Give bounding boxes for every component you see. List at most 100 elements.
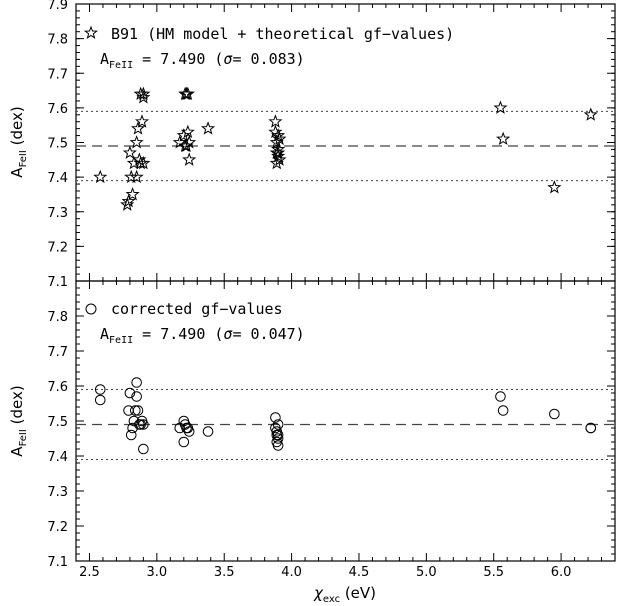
top-y-axis: 7.1 7.2 7.3 7.4 7.5 7.6 7.7 7.8 7.9	[47, 0, 615, 290]
x-tick-label: 5.0	[416, 565, 437, 580]
y-tick-label: 7.4	[47, 450, 68, 465]
star-point	[182, 152, 197, 166]
bottom-y-label-main: A	[8, 446, 26, 457]
top-stats-value: = 0.083)	[232, 50, 304, 68]
y-tick-label: 7.6	[47, 102, 68, 117]
bottom-legend: corrected gf−values	[85, 300, 283, 318]
y-tick-label: 7.2	[47, 240, 68, 255]
top-stats-sub: FeII	[109, 60, 133, 71]
circle-point	[129, 405, 141, 416]
bottom-y-label-sub: FeII	[18, 429, 29, 446]
star-point	[496, 131, 511, 146]
y-tick-label: 7.1	[47, 555, 68, 570]
star-point	[130, 121, 146, 135]
star-point	[136, 155, 151, 170]
circle-point	[270, 412, 281, 423]
x-label-sub: exc	[323, 594, 340, 605]
circle-point	[138, 443, 149, 455]
legend-star	[83, 25, 99, 40]
top-y-label-main: A	[8, 167, 26, 178]
y-tick-label: 7.9	[47, 0, 68, 13]
circle-point	[128, 415, 140, 427]
bottom-stats-label: AFeII = 7.490 (σ= 0.047)	[100, 325, 305, 346]
x-tick-label: 2.5	[79, 565, 100, 580]
bottom-y-axis-label: AFeII (dex)	[8, 385, 29, 456]
star-point	[125, 187, 140, 201]
circle-point	[272, 429, 284, 441]
circle-point	[272, 433, 284, 444]
star-point	[180, 124, 195, 139]
star-point	[272, 131, 287, 146]
x-tick-label: 3.5	[214, 565, 235, 580]
top-panel-frame	[75, 3, 616, 282]
star-point	[583, 107, 598, 121]
x-axis: 2.5 3.0 3.5 4.0 4.5 5.0 5.5 6.0	[79, 281, 603, 580]
circle-point	[138, 419, 149, 430]
bottom-y-axis: 7.1 7.2 7.3 7.4 7.5 7.6 7.7 7.8	[47, 287, 615, 570]
star-point	[271, 148, 286, 163]
x-label-unit: (eV)	[340, 584, 376, 602]
y-tick-label: 7.4	[47, 171, 68, 186]
bottom-panel: 7.1 7.2 7.3 7.4 7.5 7.6 7.7 7.8 2.5 3.0 3.5 4.0 4.5…	[8, 280, 616, 605]
star-point	[268, 114, 283, 128]
y-tick-label: 7.3	[47, 485, 68, 500]
top-reference-lines	[76, 110, 615, 182]
star-point	[93, 169, 108, 184]
circle-point	[183, 426, 195, 437]
top-panel: 7.1 7.2 7.3 7.4 7.5 7.6 7.7 7.8 7.9 B91 (HM mode…	[8, 0, 616, 290]
top-stats-label: AFeII = 7.490 (σ= 0.083)	[100, 50, 305, 71]
bottom-stats-sigma: σ	[223, 325, 232, 343]
circle-point	[549, 408, 560, 420]
star-point	[182, 135, 197, 149]
bottom-series	[94, 377, 597, 455]
y-tick-label: 7.7	[47, 345, 68, 360]
star-point	[121, 193, 136, 208]
top-legend: B91 (HM model + theoretical gf−values)	[83, 25, 454, 43]
circle-point	[497, 405, 509, 416]
bottom-panel-frame	[75, 280, 616, 562]
bottom-stats-value: = 0.047)	[232, 325, 304, 343]
y-tick-label: 7.8	[47, 33, 68, 48]
bottom-legend-label: corrected gf−values	[111, 300, 283, 318]
bottom-stats-sub: FeII	[109, 335, 133, 346]
circle-point	[94, 394, 106, 406]
star-point	[271, 128, 286, 142]
bottom-legend-circle-marker	[85, 303, 97, 315]
bottom-reference-lines	[76, 389, 615, 460]
top-stats-rest: = 7.490 (	[133, 50, 223, 68]
circle-point	[272, 419, 284, 430]
star-point	[129, 169, 144, 184]
star-point	[129, 135, 144, 149]
y-tick-label: 7.6	[47, 380, 68, 395]
y-tick-label: 7.3	[47, 206, 68, 221]
x-tick-label: 4.5	[349, 565, 370, 580]
y-tick-label: 7.1	[47, 275, 68, 290]
circle-point	[124, 387, 136, 399]
y-tick-label: 7.8	[47, 310, 68, 325]
bottom-stats-rest: = 7.490 (	[133, 325, 223, 343]
bottom-stats-prefix: A	[100, 325, 109, 343]
y-tick-label: 7.7	[47, 67, 68, 82]
star-point	[272, 152, 287, 166]
bottom-y-label-unit: (dex)	[8, 385, 26, 429]
circle-point	[132, 405, 144, 416]
top-y-axis-label: AFeII (dex)	[8, 106, 29, 177]
star-point	[180, 86, 195, 101]
circle-point	[131, 377, 142, 388]
y-tick-label: 7.5	[47, 137, 68, 152]
x-tick-label: 4.0	[281, 565, 302, 580]
star-point	[122, 145, 137, 159]
star-point	[136, 86, 151, 101]
y-tick-label: 7.5	[47, 415, 68, 430]
star-point	[200, 121, 216, 135]
circle-point	[585, 422, 597, 434]
top-stats-prefix: A	[100, 50, 109, 68]
top-y-label-unit: (dex)	[8, 106, 26, 150]
circle-point	[131, 391, 142, 402]
top-legend-label: B91 (HM model + theoretical gf−values)	[111, 25, 454, 43]
x-axis-label: χexc (eV)	[313, 584, 376, 605]
x-tick-label: 6.0	[551, 565, 572, 580]
x-label-main: χ	[313, 584, 324, 602]
star-point	[271, 141, 286, 156]
